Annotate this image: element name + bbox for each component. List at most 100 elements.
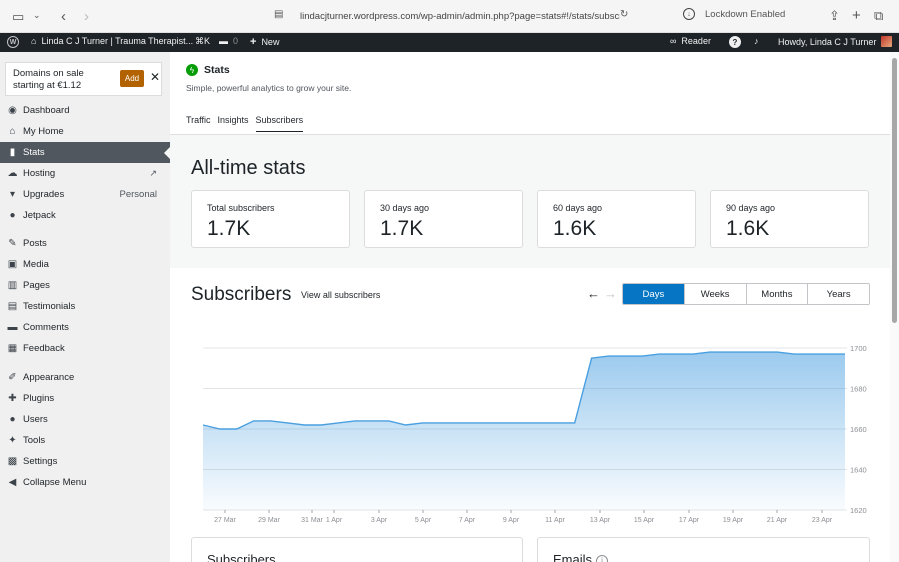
sidebar-item-media[interactable]: ▣ Media — [0, 254, 170, 275]
tabs-overview-icon[interactable]: ⧉ — [874, 8, 884, 23]
dashboard-icon: ◉ — [8, 105, 17, 116]
arrow-right-icon[interactable]: → — [604, 286, 617, 301]
sidebar-item-label: Collapse Menu — [23, 477, 87, 488]
sidebar-item-collapse-menu[interactable]: ◀ Collapse Menu — [0, 472, 170, 493]
comments-count: 0 — [233, 36, 239, 46]
site-name-link[interactable]: ⌂ Linda C J Turner | Trauma Therapist... — [31, 36, 193, 46]
close-icon[interactable]: ✕ — [150, 70, 161, 84]
sidebar-item-label: Hosting — [23, 168, 56, 179]
tab-traffic[interactable]: Traffic — [186, 115, 211, 125]
emails-card-label: Emails — [553, 552, 593, 562]
page-icon: ▤ — [274, 9, 284, 20]
sidebar-item-label: Appearance — [23, 372, 75, 383]
sidebar-item-plugins[interactable]: ✚ Plugins — [0, 388, 170, 409]
sidebar-item-label: Stats — [23, 147, 45, 158]
view-all-subscribers-link[interactable]: View all subscribers — [301, 290, 381, 300]
subscribers-title: Subscribers — [191, 284, 292, 305]
arrow-left-icon[interactable]: ← — [587, 286, 600, 301]
help-button[interactable]: ? — [729, 36, 741, 48]
sidebar-item-label: Comments — [23, 322, 69, 333]
sidebar-item-posts[interactable]: ✎ Posts — [0, 233, 170, 254]
comments-link[interactable]: ▬ 0 — [219, 36, 238, 46]
new-content-button[interactable]: + New — [250, 36, 279, 48]
collapse-icon: ◀ — [8, 477, 17, 488]
sidebar-item-feedback[interactable]: ▦ Feedback — [0, 338, 170, 359]
reload-icon[interactable]: ↻ — [620, 9, 629, 20]
sidebar-item-appearance[interactable]: ✐ Appearance — [0, 367, 170, 388]
sidebar-item-label: My Home — [23, 126, 64, 137]
download-icon: ↓ — [683, 8, 695, 20]
x-tick-label: 13 Apr — [590, 517, 611, 524]
howdy-text: Howdy, Linda C J Turner — [778, 36, 877, 47]
forward-icon[interactable]: › — [84, 8, 89, 25]
page-scrollbar[interactable] — [890, 52, 899, 562]
x-tick-label: 21 Apr — [767, 517, 788, 524]
stats-icon: ▮ — [9, 147, 16, 158]
x-tick-label: 1 Apr — [326, 517, 343, 524]
wrench-icon: ✦ — [8, 435, 17, 446]
back-icon[interactable]: ‹ — [61, 8, 66, 25]
new-tab-icon[interactable]: + — [852, 7, 861, 24]
share-icon[interactable]: ⇪ — [829, 8, 840, 23]
sidebar-item-testimonials[interactable]: ▤ Testimonials — [0, 296, 170, 317]
stat-card-label: Total subscribers — [207, 203, 275, 213]
notifications-button[interactable]: ♪ — [754, 36, 759, 46]
stat-card-60-days: 60 days ago 1.6K — [537, 190, 696, 248]
scrollbar-thumb[interactable] — [892, 58, 897, 323]
sidebar-item-stats[interactable]: ▮ Stats — [0, 142, 170, 163]
period-years[interactable]: Years — [807, 284, 869, 304]
sidebar-item-tools[interactable]: ✦ Tools — [0, 430, 170, 451]
stat-card-90-days: 90 days ago 1.6K — [710, 190, 869, 248]
stats-tabs: Traffic Insights Subscribers — [186, 115, 304, 132]
command-palette-button[interactable]: ⌘K — [195, 36, 210, 47]
stat-card-label: 90 days ago — [726, 203, 776, 213]
home-icon: ⌂ — [31, 36, 37, 46]
sidebar-item-settings[interactable]: ▩ Settings — [0, 451, 170, 472]
promo-add-button[interactable]: Add — [120, 70, 144, 87]
x-tick-label: 19 Apr — [723, 517, 744, 524]
testimonial-icon: ▤ — [7, 301, 18, 312]
y-tick-label: 1640 — [850, 466, 867, 475]
tab-subscribers[interactable]: Subscribers — [255, 115, 304, 132]
home-icon: ⌂ — [9, 126, 16, 137]
lockdown-indicator[interactable]: ↓ Lockdown Enabled — [683, 8, 785, 20]
subscribers-chart: 1620 1640 1660 1680 1700 27 Mar 29 Mar 31 Mar 1 … — [202, 344, 867, 524]
sidebar-item-label: Settings — [23, 456, 58, 467]
sidebar-item-upgrades[interactable]: ▾ Upgrades Personal — [0, 184, 170, 205]
sidebar-item-label: Media — [23, 259, 49, 270]
period-days[interactable]: Days — [623, 284, 684, 304]
address-bar[interactable]: ▤ lindacjturner.wordpress.com/wp-admin/a… — [270, 6, 640, 26]
reader-icon: ∞ — [670, 36, 677, 46]
url-text: lindacjturner.wordpress.com/wp-admin/adm… — [300, 10, 620, 22]
main-content: ϟ Stats Simple, powerful analytics to gr… — [170, 52, 890, 562]
sidebar-item-label: Upgrades — [23, 189, 65, 200]
stat-card-value: 1.7K — [380, 217, 424, 240]
sidebar-item-my-home[interactable]: ⌂ My Home — [0, 121, 170, 142]
period-weeks[interactable]: Weeks — [683, 284, 746, 304]
promo-text: Domains on sale starting at €1.12 — [13, 68, 84, 91]
sidebar-toggle-icon[interactable]: ▭ — [12, 9, 25, 24]
account-menu[interactable]: Howdy, Linda C J Turner — [778, 36, 893, 47]
sidebar-item-comments[interactable]: ▬ Comments — [0, 317, 170, 338]
browser-toolbar: ▭ ⌄ ‹ › ▤ lindacjturner.wordpress.com/wp… — [0, 0, 899, 33]
page-subtitle: Simple, powerful analytics to grow your … — [186, 83, 352, 93]
jetpack-icon: ● — [9, 210, 16, 221]
sidebar-item-label: Posts — [23, 238, 47, 249]
sidebar-item-pages[interactable]: ▥ Pages — [0, 275, 170, 296]
x-tick-label: 5 Apr — [415, 517, 432, 524]
stat-card-total: Total subscribers 1.7K — [191, 190, 350, 248]
tab-insights[interactable]: Insights — [217, 115, 249, 125]
domain-promo: Domains on sale starting at €1.12 Add ✕ — [5, 62, 162, 96]
reader-link[interactable]: ∞ Reader — [670, 36, 711, 46]
info-icon[interactable]: i — [596, 554, 609, 562]
sidebar-item-hosting[interactable]: ☁ Hosting ↗ — [0, 163, 170, 184]
wp-logo-button[interactable]: W — [7, 36, 19, 48]
chevron-down-icon[interactable]: ⌄ — [33, 10, 41, 20]
pin-icon: ✎ — [8, 238, 17, 249]
wp-admin-bar: W ⌂ Linda C J Turner | Trauma Therapist.… — [0, 33, 899, 52]
sidebar-item-dashboard[interactable]: ◉ Dashboard — [0, 100, 170, 121]
sidebar-item-users[interactable]: ● Users — [0, 409, 170, 430]
sidebar-item-jetpack[interactable]: ● Jetpack — [0, 205, 170, 226]
emails-card-title: Emails i — [553, 552, 609, 562]
period-months[interactable]: Months — [745, 284, 808, 304]
